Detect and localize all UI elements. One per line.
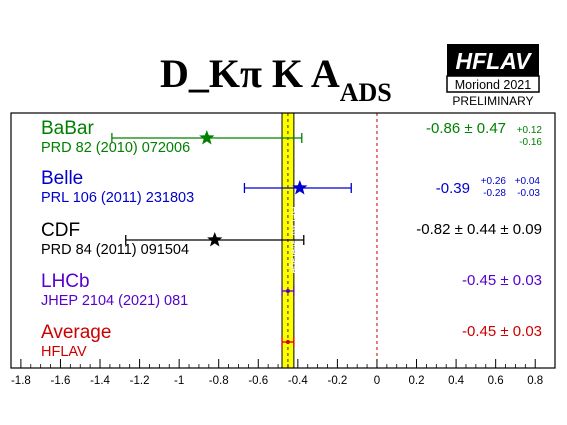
x-tick-label: 0.4 bbox=[448, 375, 465, 387]
x-tick-label: -1.6 bbox=[51, 375, 71, 387]
hflav-date-box bbox=[446, 75, 540, 93]
belle-name-label: Belle bbox=[41, 168, 83, 189]
cdf-reference-label: PRD 84 (2011) 091504 bbox=[41, 242, 189, 258]
x-tick-label: 0.6 bbox=[488, 375, 504, 387]
lhcb-result-text: -0.45 ± 0.03 bbox=[462, 272, 542, 289]
x-axis: -1.8 -1.6 -1.4 -1.2 -1 -0.8 -0.6 -0.4 -0.2 0 0.2 0.… bbox=[11, 359, 543, 387]
x-tick-label: -0.8 bbox=[209, 375, 229, 387]
chart-title-subscript: ADS bbox=[340, 78, 392, 107]
belle-stat-down: -0.28 bbox=[483, 188, 506, 199]
chart-title-main: D_Kπ K A bbox=[160, 51, 340, 96]
x-tick-label: 0 bbox=[374, 375, 380, 387]
belle-syst-down: -0.03 bbox=[517, 188, 540, 199]
cdf-result-text: -0.82 ± 0.44 ± 0.09 bbox=[416, 221, 542, 238]
x-tick-label: -0.6 bbox=[248, 375, 268, 387]
babar-name-label: BaBar bbox=[41, 118, 94, 139]
lhcb-name-label: LHCb bbox=[41, 271, 90, 292]
x-tick-label: -1.8 bbox=[11, 375, 31, 387]
belle-syst-up: +0.04 bbox=[515, 176, 541, 187]
hflav-date-text: Moriond 2021 bbox=[455, 78, 531, 92]
average-name-label: Average bbox=[41, 322, 111, 343]
hflav-preliminary-text: PRELIMINARY bbox=[452, 94, 533, 108]
babar-marker bbox=[199, 130, 215, 145]
chart-title: D_Kπ K AADS bbox=[160, 51, 392, 107]
lhcb-reference-label: JHEP 2104 (2021) 081 bbox=[41, 293, 188, 309]
belle-reference-label: PRL 106 (2011) 231803 bbox=[41, 190, 194, 206]
average-reference-label: HFLAV bbox=[41, 344, 87, 360]
lhcb-marker bbox=[285, 289, 290, 293]
babar-reference-label: PRD 82 (2010) 072006 bbox=[41, 140, 190, 156]
cdf-name-label: CDF bbox=[41, 220, 80, 241]
babar-syst-up: +0.12 bbox=[517, 125, 543, 136]
babar-result-text: -0.86 ± 0.47 bbox=[426, 120, 506, 137]
belle-stat-up: +0.26 bbox=[481, 176, 507, 187]
x-tick-label: 0.2 bbox=[409, 375, 425, 387]
hflav-badge: HFLAV Moriond 2021 PRELIMINARY bbox=[446, 44, 540, 108]
babar-syst-down: -0.16 bbox=[519, 137, 542, 148]
hflav-logo-box bbox=[447, 44, 539, 76]
belle-marker bbox=[292, 180, 308, 195]
x-tick-label: 0.8 bbox=[527, 375, 543, 387]
average-marker bbox=[285, 340, 290, 344]
x-tick-label: -1.4 bbox=[90, 375, 110, 387]
x-tick-label: -1.2 bbox=[130, 375, 150, 387]
cdf-marker bbox=[207, 232, 223, 247]
x-tick-label: -0.2 bbox=[327, 375, 347, 387]
average-result-text: -0.45 ± 0.03 bbox=[462, 323, 542, 340]
belle-result-text: -0.39 bbox=[436, 180, 470, 197]
hflav-logo-text: HFLAV bbox=[456, 48, 533, 74]
plot-frame bbox=[10, 112, 556, 369]
x-tick-label: -0.4 bbox=[288, 375, 308, 387]
x-tick-label: -1 bbox=[174, 375, 184, 387]
